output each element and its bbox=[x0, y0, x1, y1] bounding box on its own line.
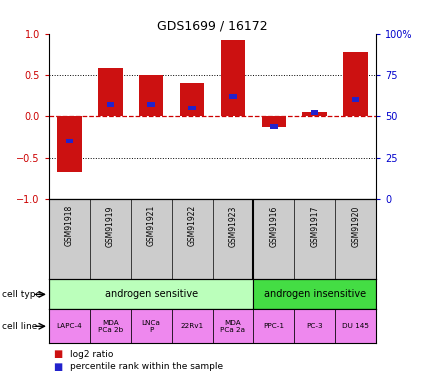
Bar bbox=[311, 111, 318, 116]
Text: PC-3: PC-3 bbox=[306, 323, 323, 329]
Text: GSM91919: GSM91919 bbox=[106, 205, 115, 247]
Text: LNCa
P: LNCa P bbox=[142, 320, 161, 333]
Text: LAPC-4: LAPC-4 bbox=[57, 323, 82, 329]
Text: GSM91917: GSM91917 bbox=[310, 205, 319, 247]
Bar bbox=[303, 112, 327, 116]
Text: 22Rv1: 22Rv1 bbox=[181, 323, 204, 329]
Bar bbox=[147, 102, 155, 107]
FancyBboxPatch shape bbox=[294, 309, 335, 343]
Bar bbox=[221, 39, 245, 116]
FancyBboxPatch shape bbox=[131, 309, 172, 343]
Text: log2 ratio: log2 ratio bbox=[70, 350, 113, 359]
Bar bbox=[343, 52, 368, 116]
Text: GSM91916: GSM91916 bbox=[269, 205, 278, 247]
Text: ■: ■ bbox=[53, 350, 62, 359]
Bar bbox=[352, 97, 360, 102]
Text: GSM91918: GSM91918 bbox=[65, 205, 74, 246]
Text: androgen insensitive: androgen insensitive bbox=[264, 290, 366, 299]
FancyBboxPatch shape bbox=[335, 309, 376, 343]
Bar bbox=[139, 75, 163, 116]
FancyBboxPatch shape bbox=[212, 309, 253, 343]
Text: DU 145: DU 145 bbox=[342, 323, 369, 329]
Bar bbox=[261, 116, 286, 127]
Bar bbox=[180, 83, 204, 116]
Text: MDA
PCa 2a: MDA PCa 2a bbox=[221, 320, 246, 333]
FancyBboxPatch shape bbox=[253, 279, 376, 309]
FancyBboxPatch shape bbox=[49, 279, 253, 309]
Text: GSM91923: GSM91923 bbox=[229, 205, 238, 247]
FancyBboxPatch shape bbox=[253, 309, 294, 343]
Title: GDS1699 / 16172: GDS1699 / 16172 bbox=[157, 20, 268, 33]
Text: cell line: cell line bbox=[2, 322, 37, 331]
Bar bbox=[270, 124, 278, 129]
Bar bbox=[229, 94, 237, 99]
Text: percentile rank within the sample: percentile rank within the sample bbox=[70, 362, 223, 371]
Bar bbox=[188, 105, 196, 111]
Bar bbox=[57, 116, 82, 171]
FancyBboxPatch shape bbox=[172, 309, 212, 343]
Text: GSM91922: GSM91922 bbox=[187, 205, 196, 246]
Text: androgen sensitive: androgen sensitive bbox=[105, 290, 198, 299]
FancyBboxPatch shape bbox=[90, 309, 131, 343]
Bar bbox=[98, 68, 122, 116]
Text: PPC-1: PPC-1 bbox=[264, 323, 284, 329]
Text: cell type: cell type bbox=[2, 290, 41, 299]
Bar bbox=[107, 102, 114, 107]
FancyBboxPatch shape bbox=[49, 309, 90, 343]
Text: MDA
PCa 2b: MDA PCa 2b bbox=[98, 320, 123, 333]
Text: GSM91920: GSM91920 bbox=[351, 205, 360, 247]
Bar bbox=[65, 138, 73, 144]
Text: GSM91921: GSM91921 bbox=[147, 205, 156, 246]
Text: ■: ■ bbox=[53, 362, 62, 372]
